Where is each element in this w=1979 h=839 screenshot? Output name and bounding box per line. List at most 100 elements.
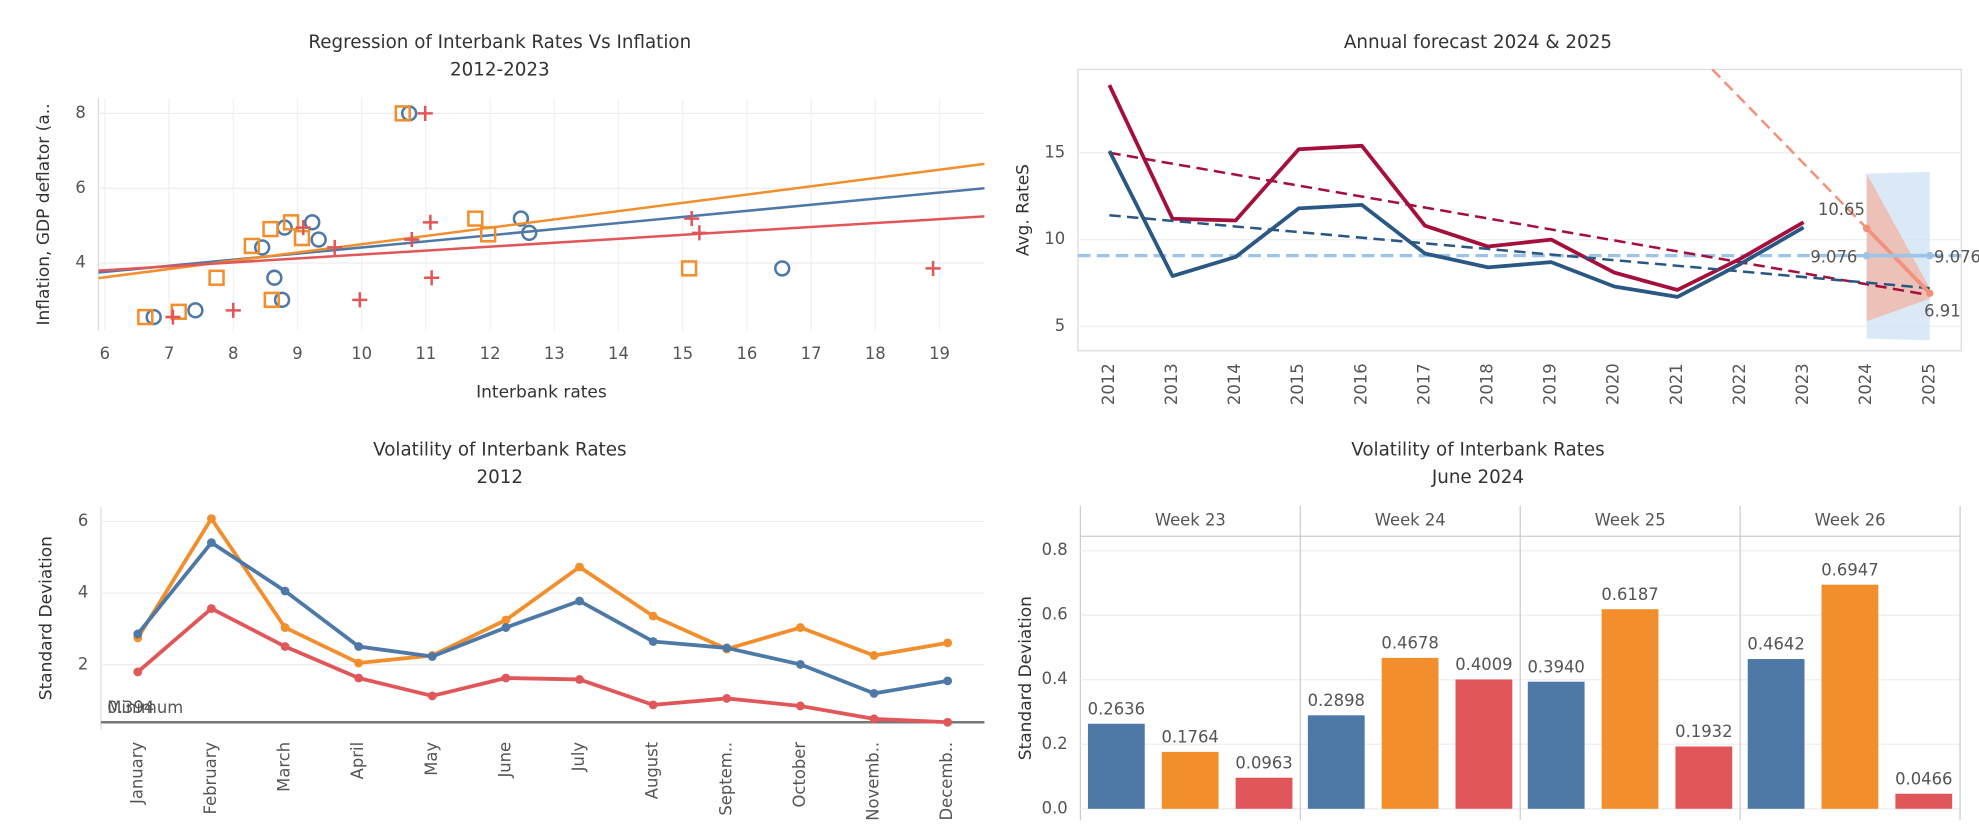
- facet-label: Week 23: [1155, 511, 1226, 530]
- bar: [1455, 679, 1513, 809]
- plot-frame: [1077, 68, 1962, 352]
- y-axis-label: Standard Deviation: [37, 536, 57, 700]
- x-tick-label: 2022: [1730, 363, 1749, 405]
- bar: [1381, 657, 1439, 809]
- point: [943, 638, 953, 648]
- line: [136, 516, 948, 665]
- point: [1925, 251, 1934, 260]
- x-tick-label: March: [275, 742, 294, 792]
- point: [206, 538, 216, 548]
- y-tick-label: 0.0: [1042, 798, 1068, 817]
- point: [165, 309, 181, 325]
- x-tick-label: 7: [164, 344, 174, 363]
- y-tick-label: 5: [1055, 316, 1065, 335]
- x-tick-label: 2016: [1351, 363, 1370, 405]
- x-tick-label: 2020: [1604, 363, 1623, 405]
- x-tick-label: 19: [929, 344, 950, 363]
- x-tick-label: 9: [292, 344, 302, 363]
- point: [684, 211, 700, 227]
- point: [575, 562, 584, 572]
- forecast-band: [1866, 173, 1930, 322]
- point: [427, 691, 437, 701]
- bar: [1235, 777, 1293, 809]
- point: [404, 231, 420, 248]
- data-label: 0.0466: [1895, 769, 1952, 788]
- trend-line: [1109, 151, 1930, 297]
- point: [467, 210, 484, 227]
- x-tick-label: 2017: [1414, 363, 1433, 405]
- chart-subtitle: 2012-2023: [450, 60, 550, 81]
- point: [304, 214, 321, 231]
- point: [943, 717, 953, 727]
- data-label: 9.076: [1810, 248, 1857, 267]
- x-tick-label: August: [643, 741, 662, 799]
- line: [1107, 150, 1805, 299]
- data-label: 0.4009: [1455, 655, 1512, 674]
- x-tick-label: 2015: [1288, 363, 1307, 405]
- point: [869, 714, 879, 724]
- point: [1862, 224, 1871, 233]
- point: [327, 239, 343, 256]
- y-axis-label: Avg. RateS: [1014, 164, 1034, 256]
- x-tick-label: 2012: [1099, 363, 1118, 405]
- y-axis-label: Standard Deviation: [1016, 596, 1036, 760]
- point: [352, 292, 368, 308]
- point: [354, 673, 364, 683]
- chart-title: Regression of Interbank Rates Vs Inflati…: [308, 32, 691, 53]
- point: [795, 659, 805, 669]
- point: [648, 611, 658, 621]
- point: [427, 652, 437, 661]
- point: [417, 105, 433, 121]
- bar: [1527, 681, 1585, 809]
- trend-line: [98, 215, 985, 272]
- facet-label: Week 24: [1375, 511, 1446, 530]
- point: [145, 308, 162, 326]
- x-tick-label: 2018: [1478, 363, 1497, 405]
- point: [273, 291, 291, 309]
- data-label: 0.4642: [1747, 635, 1804, 654]
- point: [137, 308, 154, 326]
- y-tick-label: 6: [78, 511, 88, 530]
- data-label: 0.2636: [1088, 699, 1145, 718]
- point: [206, 604, 216, 613]
- x-tick-label: 2021: [1667, 363, 1686, 405]
- x-tick-label: 11: [415, 344, 436, 363]
- point: [354, 658, 364, 668]
- data-label: 0.0963: [1235, 753, 1292, 772]
- point: [575, 596, 584, 606]
- facet-label: Week 26: [1815, 511, 1886, 530]
- point: [925, 260, 941, 276]
- point: [501, 615, 511, 625]
- point: [310, 231, 327, 248]
- x-tick-label: 18: [865, 344, 886, 363]
- point: [262, 220, 279, 238]
- trend-line: [98, 162, 985, 280]
- x-axis-label: Interbank rates: [476, 382, 607, 402]
- chart-subtitle: 2012: [477, 467, 524, 488]
- point: [243, 237, 261, 255]
- point: [501, 623, 511, 632]
- data-label: 0.4678: [1381, 634, 1438, 653]
- bar: [1675, 746, 1733, 809]
- x-tick-label: October: [790, 742, 809, 808]
- data-label: 10.65: [1818, 200, 1865, 219]
- point: [208, 269, 225, 286]
- x-tick-label: 8: [228, 344, 238, 363]
- line: [1107, 84, 1805, 292]
- data-label: 6.91: [1924, 302, 1961, 321]
- point: [722, 694, 732, 703]
- bar: [1895, 793, 1953, 809]
- y-tick-label: 4: [75, 253, 85, 272]
- chart-title: Annual forecast 2024 & 2025: [1344, 32, 1612, 53]
- point: [943, 676, 953, 686]
- point: [575, 675, 584, 684]
- y-tick-label: 0.2: [1042, 734, 1068, 753]
- chart-title: Volatility of Interbank Rates: [373, 439, 626, 460]
- line: [1865, 226, 1932, 295]
- point: [206, 514, 216, 524]
- data-label: 0.6187: [1601, 585, 1658, 604]
- y-tick-label: 0.8: [1042, 540, 1068, 559]
- point: [187, 302, 204, 319]
- point: [280, 586, 290, 596]
- bar: [1601, 609, 1659, 809]
